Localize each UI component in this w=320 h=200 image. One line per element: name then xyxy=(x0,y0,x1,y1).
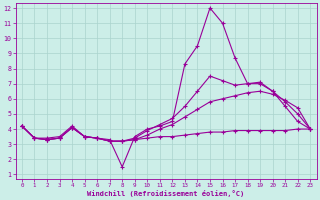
X-axis label: Windchill (Refroidissement éolien,°C): Windchill (Refroidissement éolien,°C) xyxy=(87,190,245,197)
